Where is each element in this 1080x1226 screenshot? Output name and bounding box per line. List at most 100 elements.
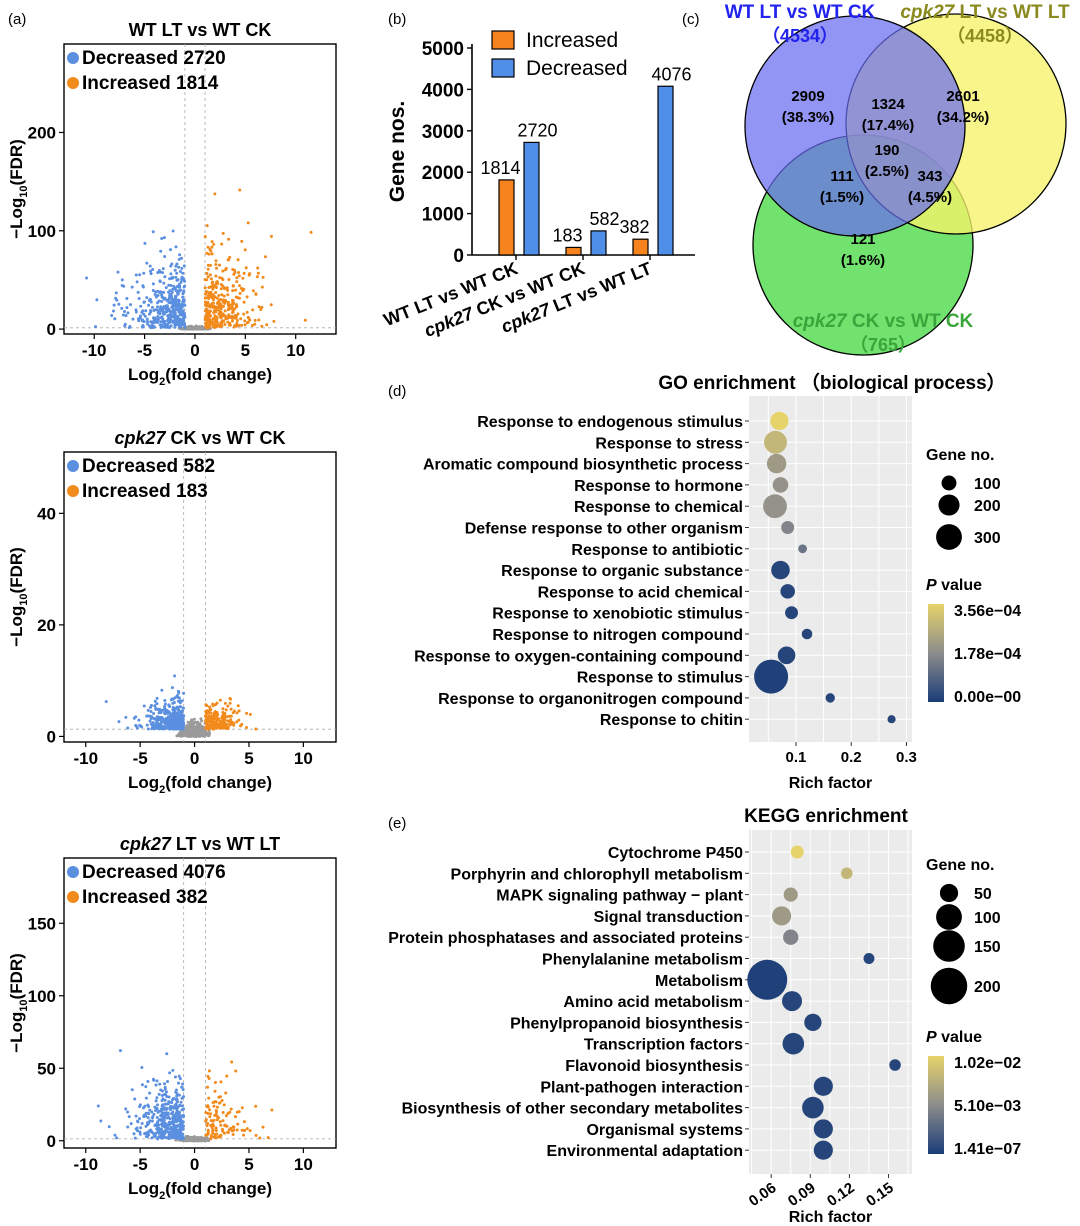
point-decreased [142,271,146,275]
point-decreased [150,1136,154,1140]
point-decreased [146,708,150,712]
point-decreased [155,696,159,700]
point-decreased [112,309,116,313]
point-decreased [160,236,164,240]
point-decreased [174,1128,178,1132]
size-legend-label: 100 [974,476,1001,493]
point-increased [235,323,239,327]
bubble-point [841,867,853,880]
legend-marker-decreased [67,460,79,472]
y-tick-label: 1000 [422,205,464,226]
point-decreased [165,298,169,302]
point-increased [221,284,225,288]
y-tick-label: 0 [47,1132,56,1151]
point-decreased [165,306,169,310]
venn-region-percent: (1.5%) [820,189,864,206]
point-increased [217,1116,221,1120]
legend-label: Increased [82,887,171,908]
point-increased [211,294,215,298]
kegg-enrichment-bubble-chart: Cytochrome P450 Porphyrin and chlorophyll… [388,806,1021,1226]
point-increased [215,724,219,728]
point-increased [229,1107,233,1111]
set-title-italic: cpk27 [900,2,955,23]
x-tick-label: 10 [286,341,305,360]
x-tick-label: 0.12 [824,1179,858,1210]
point-decreased [172,307,176,311]
point-increased [215,301,219,305]
point-decreased [155,1103,159,1107]
point-notsig [174,1138,178,1142]
point-increased [204,1133,208,1137]
point-decreased [181,291,185,295]
venn-region-count: 121 [850,231,875,248]
x-tick-label: 0 [190,749,199,768]
point-increased [207,1069,211,1073]
point-decreased [166,304,170,308]
legend-marker-increased [67,77,79,89]
x-axis-label: Rich factor [789,775,873,792]
point-increased [239,724,243,728]
x-axis-label: Log2(fold change) [128,773,272,796]
point-decreased [147,303,151,307]
term-label: Plant-pathogen interaction [540,1079,743,1096]
point-increased [221,269,225,273]
y-axis-label: −Log10(FDR) [7,547,30,647]
point-decreased [130,1088,134,1092]
point-decreased [169,264,173,268]
point-decreased [163,323,167,327]
bar-increased [632,238,649,256]
point-decreased [117,720,121,724]
point-increased [229,722,233,726]
point-decreased [117,302,121,306]
point-increased [219,302,223,306]
y-tick-label: 200 [28,123,56,142]
point-decreased [149,272,153,276]
bubble-point [801,628,813,640]
point-increased [272,319,276,323]
bubble-point [798,544,808,554]
chart-title: cpk27 LT vs WT LT [120,834,280,854]
point-decreased [173,1114,177,1118]
point-decreased [140,325,144,329]
point-decreased [162,720,166,724]
point-decreased [162,281,166,285]
point-decreased [164,1136,168,1140]
point-increased [204,324,208,328]
point-increased [205,278,209,282]
point-increased [248,712,252,716]
bubble-point [813,1119,833,1139]
point-decreased [163,702,167,706]
point-notsig [201,733,205,737]
point-decreased [170,295,174,299]
point-increased [260,305,264,309]
point-increased [238,188,242,192]
point-decreased [156,289,160,293]
venn-region-count: 2909 [791,88,824,105]
tspan: 10 [18,185,30,197]
point-decreased [168,1117,172,1121]
point-decreased [170,686,174,690]
point-decreased [151,1115,155,1119]
point-increased [243,323,247,327]
point-increased [223,323,227,327]
point-increased [233,307,237,311]
point-increased [242,300,246,304]
color-legend-label: 3.56e−04 [954,603,1021,620]
point-increased [205,722,209,726]
point-increased [256,271,260,275]
go-enrichment-bubble-chart: Response to endogenous stimulus Response … [414,371,1021,792]
term-label: Response to hormone [574,478,743,495]
point-increased [207,285,211,289]
legend-marker-increased [67,485,79,497]
point-decreased [154,1099,158,1103]
point-decreased [152,1112,156,1116]
points-layer [85,188,313,331]
term-label: Response to stimulus [577,670,743,687]
point-increased [206,312,210,316]
point-decreased [169,1125,173,1129]
point-decreased [151,282,155,286]
plot-frame [63,857,337,1149]
point-decreased [178,303,182,307]
point-decreased [134,724,138,728]
point-increased [212,242,216,246]
